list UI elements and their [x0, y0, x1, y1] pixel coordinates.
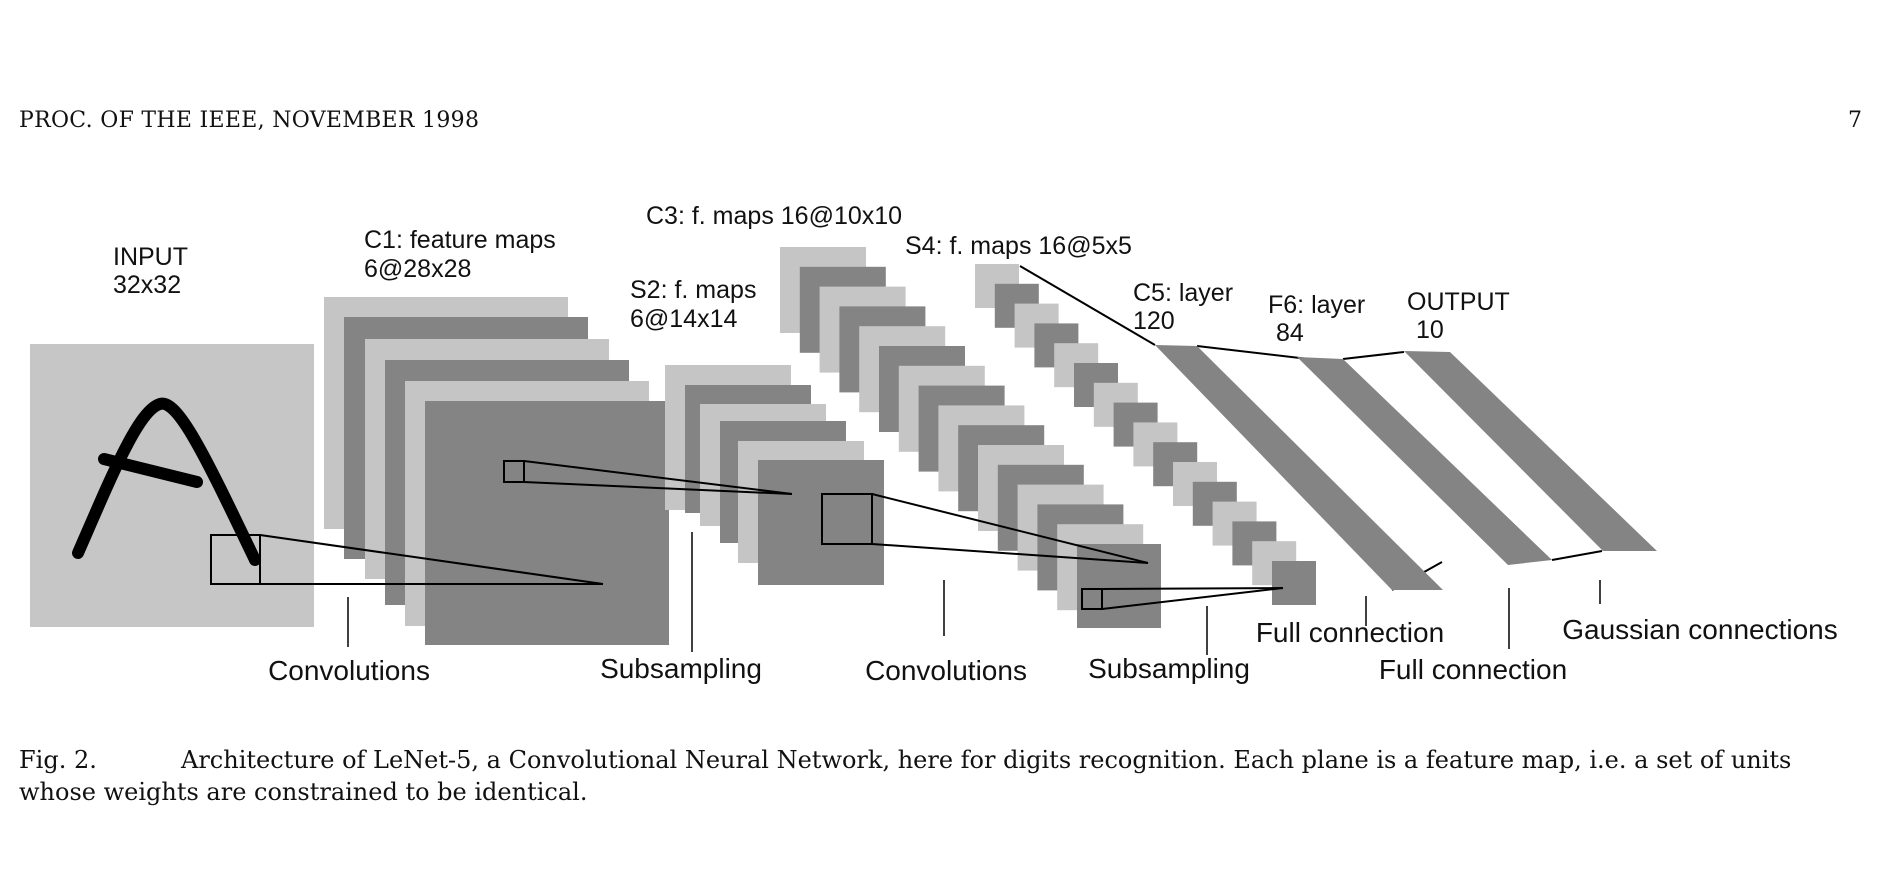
gauss-label: Gaussian connections [1562, 614, 1838, 645]
fully-connected-layers [1155, 345, 1657, 590]
caption-label: Fig. 2. [19, 746, 97, 774]
output-label: OUTPUT [1407, 288, 1510, 316]
conv2-label: Convolutions [865, 655, 1027, 686]
f6-size-label: 84 [1276, 319, 1304, 347]
c3-feature-map-plane [1077, 544, 1161, 628]
conv1-label: Convolutions [268, 655, 430, 686]
s2-feature-maps [665, 365, 884, 585]
output-layer-bar [1404, 351, 1657, 551]
input-image-plane [30, 344, 314, 627]
input-label: INPUT [113, 243, 188, 271]
c1-size-label: 6@28x28 [364, 255, 471, 283]
f6-label: F6: layer [1268, 291, 1365, 319]
c5-layer-bar [1155, 345, 1443, 590]
connection-lines [259, 265, 1603, 610]
s4-label: S4: f. maps 16@5x5 [905, 232, 1132, 260]
s4-feature-maps [975, 264, 1316, 605]
c1-receptive-field [503, 460, 525, 483]
input-size-label: 32x32 [113, 271, 181, 299]
operation-tick-lines [347, 532, 1601, 655]
handwritten-a-glyph [72, 397, 261, 566]
caption-text: Architecture of LeNet-5, a Convolutional… [19, 746, 1792, 806]
c3-label: C3: f. maps 16@10x10 [646, 202, 902, 230]
sub1-label: Subsampling [600, 653, 762, 684]
s2-receptive-field [821, 493, 873, 545]
sub2-label: Subsampling [1088, 653, 1250, 684]
s4-feature-map-plane [1272, 561, 1316, 605]
c1-label: C1: feature maps [364, 226, 556, 254]
c1-feature-maps [324, 297, 669, 645]
figure-caption: Fig. 2. Architecture of LeNet-5, a Convol… [19, 744, 1864, 808]
page-number: 7 [1848, 108, 1862, 133]
running-header: PROC. OF THE IEEE, NOVEMBER 1998 [19, 108, 480, 133]
input-receptive-field [210, 534, 261, 585]
full1-label: Full connection [1256, 617, 1444, 648]
c5-size-label: 120 [1133, 307, 1175, 335]
s2-label: S2: f. maps [630, 276, 756, 304]
output-size-label: 10 [1416, 316, 1444, 344]
c5-label: C5: layer [1133, 279, 1233, 307]
full2-label: Full connection [1379, 654, 1567, 685]
s4-receptive-field [1081, 588, 1103, 610]
s2-size-label: 6@14x14 [630, 305, 737, 333]
f6-layer-bar [1297, 357, 1552, 565]
